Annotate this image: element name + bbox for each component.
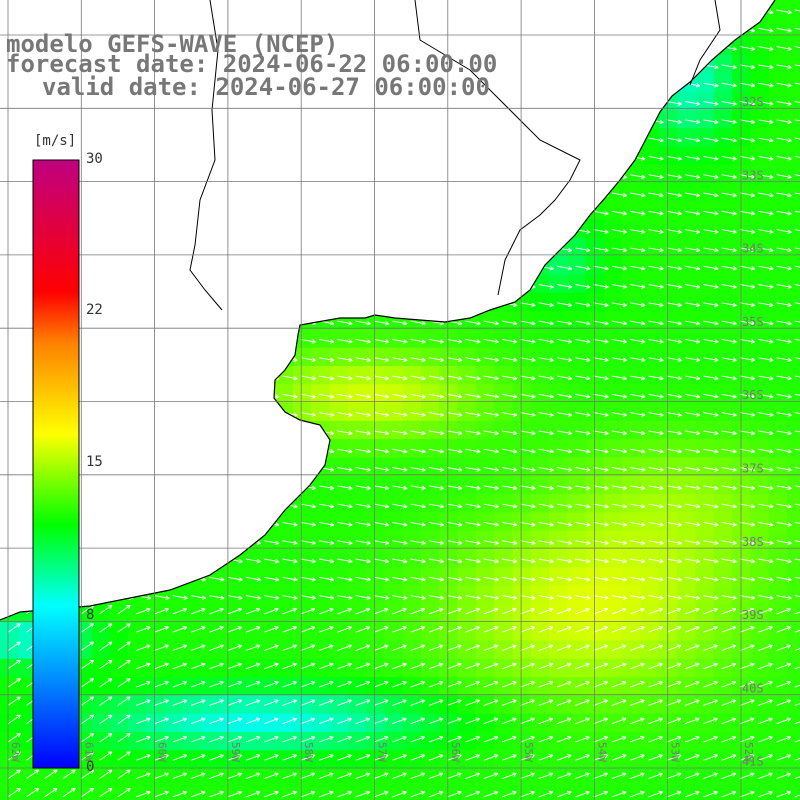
longitude-label: 60W <box>156 742 169 762</box>
colorbar <box>32 159 80 769</box>
latitude-label: 32S <box>742 95 764 109</box>
coastline <box>0 0 776 621</box>
longitude-label: 58W <box>302 742 315 762</box>
longitude-label: 59W <box>229 742 242 762</box>
longitude-label: 54W <box>595 742 608 762</box>
colorbar-unit: [m/s] <box>34 133 77 149</box>
latitude-label: 34S <box>742 242 764 256</box>
latitude-label: 33S <box>742 168 764 182</box>
colorbar-tick: 30 <box>86 151 103 167</box>
colorbar-tick: 8 <box>86 607 95 623</box>
latitude-label: 40S <box>742 681 764 695</box>
colorbar-tick: 15 <box>86 454 103 470</box>
latitude-labels: 32S 33S 34S 35S 36S 37S 38S 39S 40S 41S <box>742 95 764 769</box>
river-border-line <box>189 0 223 311</box>
latitude-label: 39S <box>742 608 764 622</box>
latitude-label: 41S <box>742 755 764 769</box>
land-area <box>0 0 775 620</box>
longitude-label: 56W <box>449 742 462 762</box>
longitude-label: 57W <box>376 742 389 762</box>
longitude-label: 53W <box>669 742 682 762</box>
longitude-label: 61W <box>82 742 95 762</box>
longitude-label: 55W <box>522 742 535 762</box>
latitude-label: 35S <box>742 315 764 329</box>
forecast-date: forecast date: 2024-06-22 06:00:00 <box>6 50 498 78</box>
latitude-label: 38S <box>742 535 764 549</box>
valid-date: valid date: 2024-06-27 06:00:00 <box>42 73 490 101</box>
longitude-label: 62W <box>9 742 22 762</box>
colorbar-tick: 22 <box>86 302 103 318</box>
longitude-labels: 62W61W60W59W58W57W56W55W54W53W52W51W <box>9 742 755 762</box>
border-line <box>414 0 581 296</box>
latitude-label: 37S <box>742 462 764 476</box>
model-title: modelo GEFS-WAVE (NCEP) <box>6 30 339 58</box>
longitude-label: 52W <box>742 742 755 762</box>
colorbar-tick: 0 <box>86 759 95 775</box>
latitude-label: 36S <box>742 388 764 402</box>
border-line <box>689 0 721 86</box>
